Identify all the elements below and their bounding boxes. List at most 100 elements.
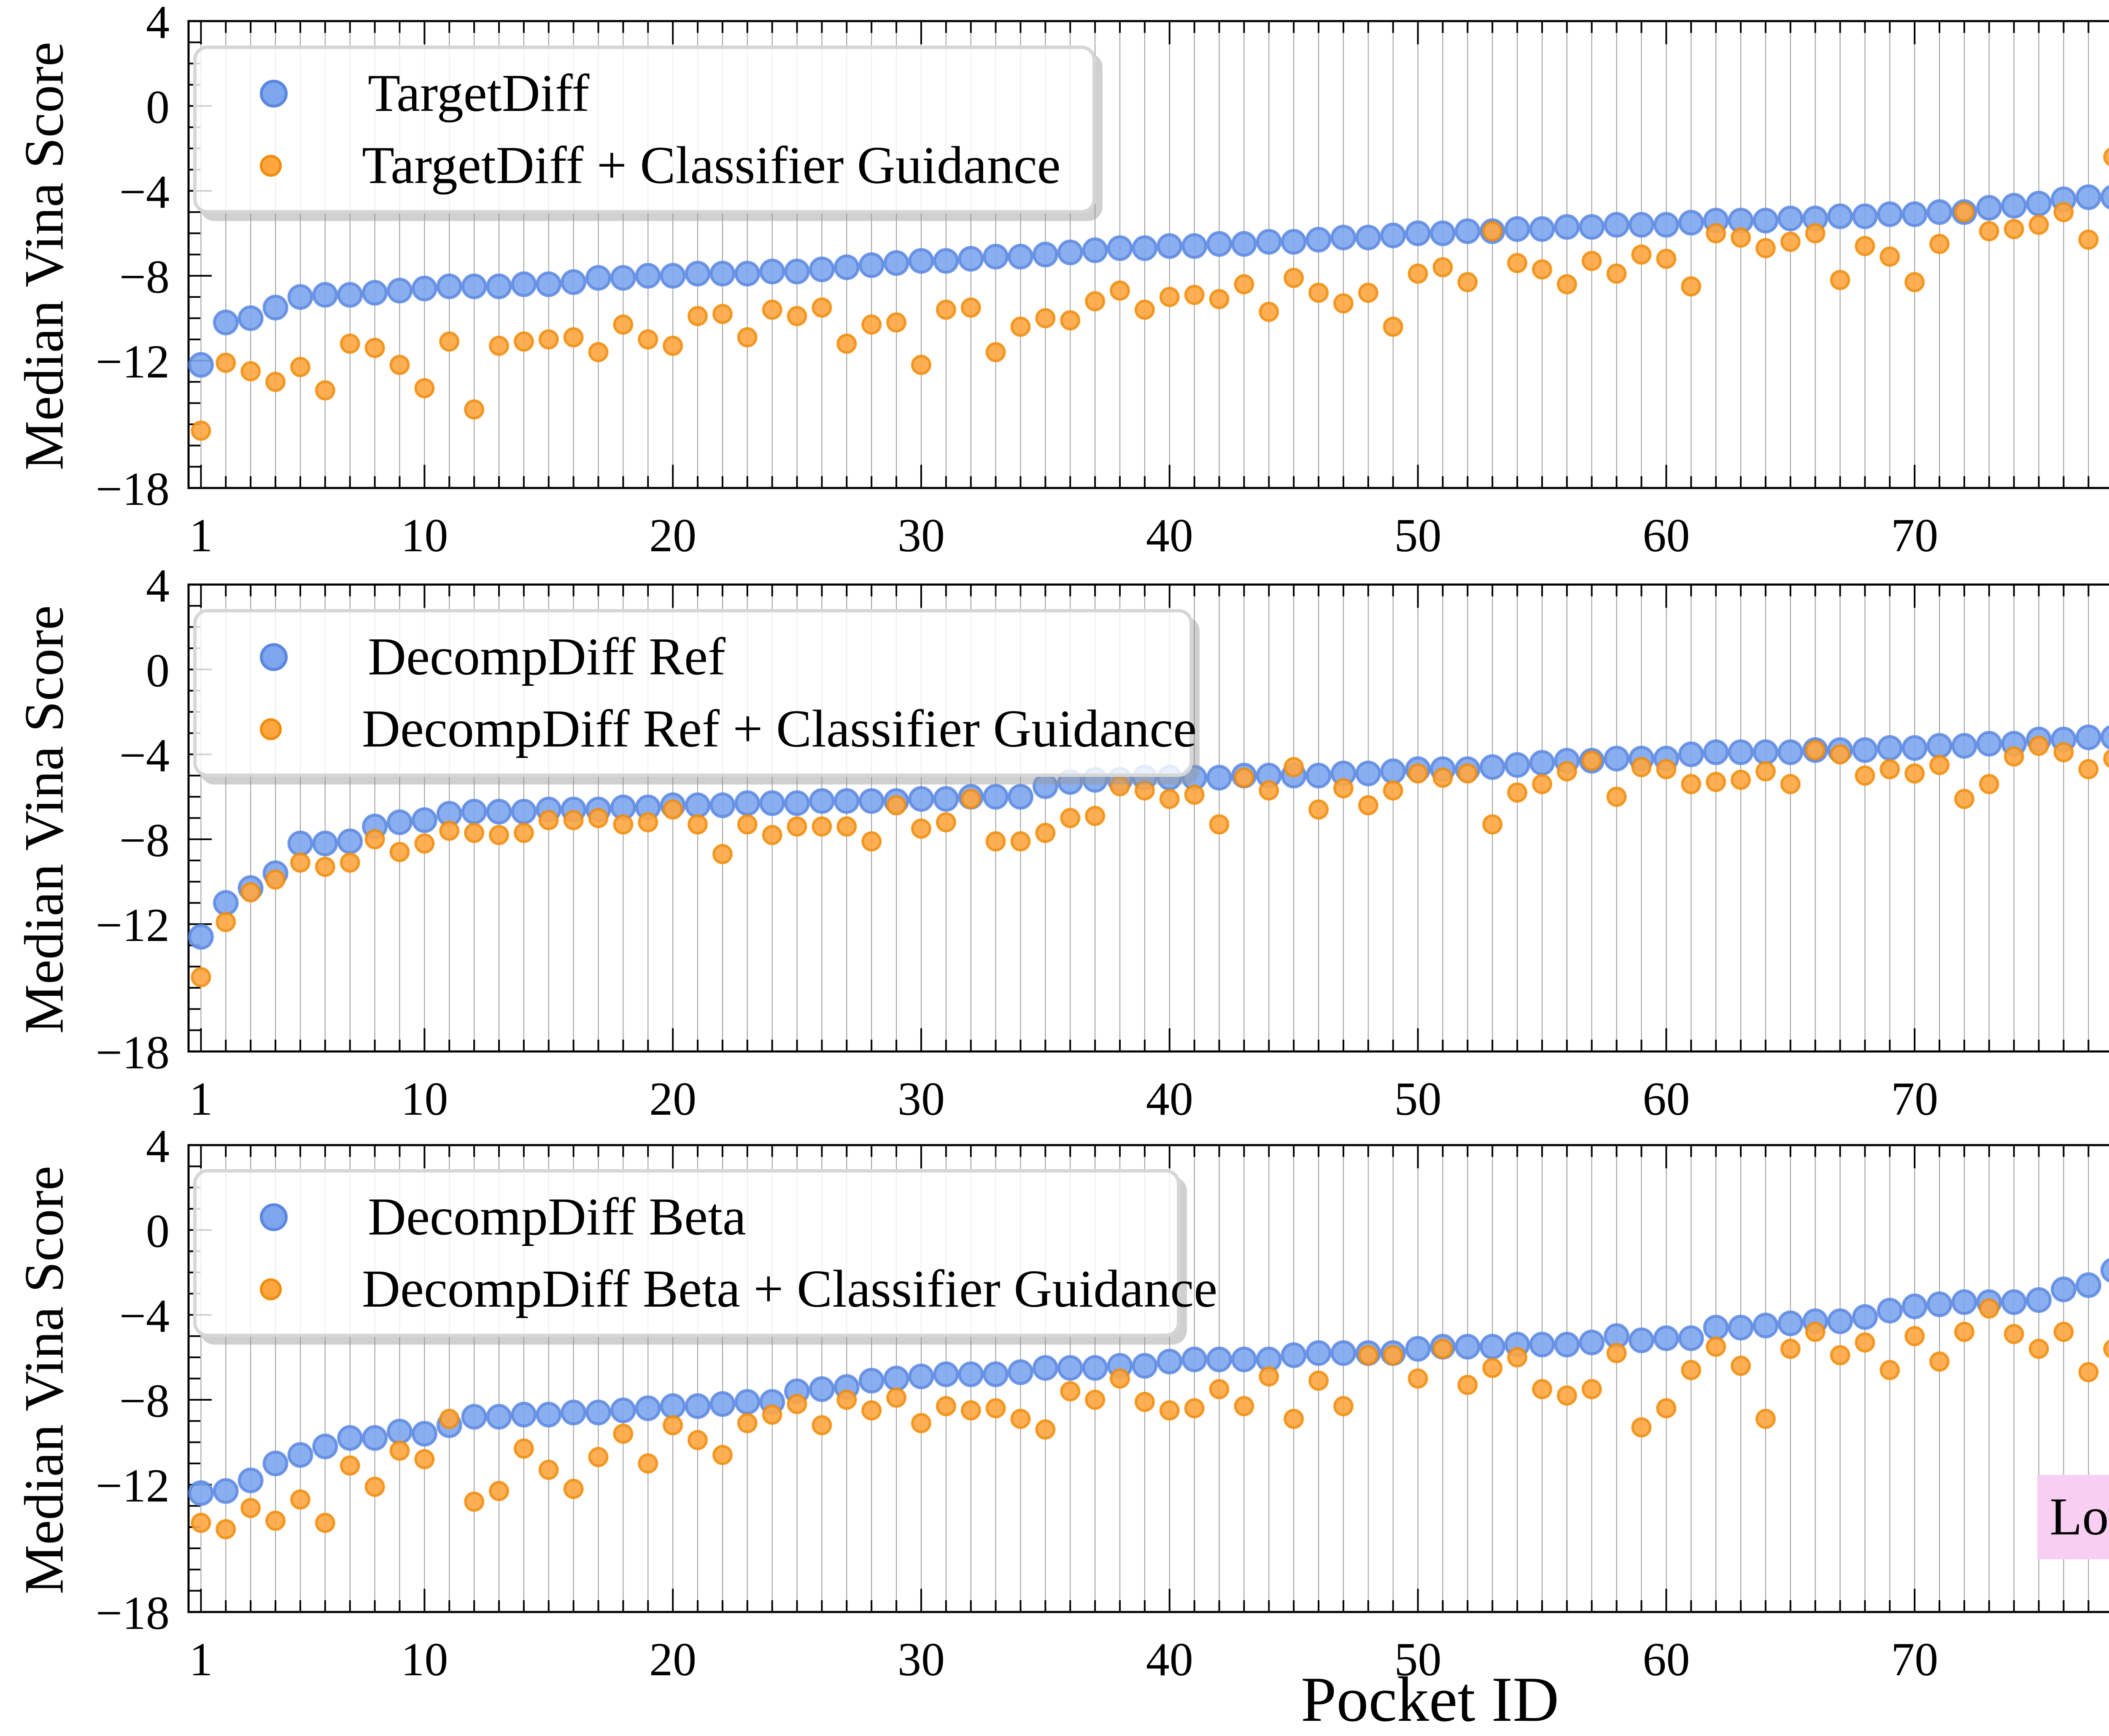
data-point-classifier-guidance: [265, 869, 286, 890]
data-point-classifier-guidance: [563, 810, 584, 830]
data-point-classifier-guidance: [389, 842, 410, 863]
data-point-baseline: [287, 1442, 313, 1468]
legend-row: DecompDiff Ref + Classifier Guidance: [197, 693, 1197, 765]
data-point-baseline: [486, 798, 512, 825]
data-point-classifier-guidance: [489, 825, 509, 845]
data-point-classifier-guidance: [1507, 782, 1528, 803]
data-point-baseline: [858, 788, 885, 814]
data-point-classifier-guidance: [464, 1491, 485, 1512]
data-point-classifier-guidance: [191, 421, 211, 441]
x-tick-label: 50: [1394, 1073, 1442, 1125]
data-point-classifier-guidance: [1681, 1360, 1702, 1380]
data-point-classifier-guidance: [588, 342, 609, 362]
legend-row: DecompDiff Ref: [197, 621, 1189, 693]
data-point-classifier-guidance: [1780, 774, 1801, 794]
data-point-baseline: [1951, 1289, 1977, 1315]
data-point-classifier-guidance: [960, 789, 981, 809]
data-point-classifier-guidance: [1830, 270, 1850, 290]
data-point-baseline: [1653, 1325, 1679, 1351]
data-point-baseline: [585, 1399, 612, 1426]
data-point-classifier-guidance: [712, 304, 733, 324]
data-point-classifier-guidance: [762, 1404, 782, 1425]
data-point-baseline: [2026, 1287, 2052, 1313]
data-point-classifier-guidance: [290, 852, 310, 873]
x-tick-label: 20: [649, 509, 696, 562]
data-point-classifier-guidance: [439, 820, 460, 841]
data-point-classifier-guidance: [2053, 742, 2074, 763]
data-point-baseline: [958, 246, 984, 272]
data-point-classifier-guidance: [1954, 1321, 1974, 1342]
data-point-classifier-guidance: [1284, 1409, 1304, 1429]
data-point-baseline: [237, 305, 264, 331]
data-point-baseline: [486, 1404, 512, 1430]
data-point-baseline: [1206, 765, 1232, 791]
data-point-baseline: [1678, 210, 1704, 236]
data-point-classifier-guidance: [1979, 1298, 1999, 1319]
data-point-baseline: [809, 256, 835, 283]
legend-row: TargetDiff + Classifier Guidance: [197, 129, 1092, 202]
data-point-baseline: [337, 1425, 363, 1451]
data-point-baseline: [1504, 216, 1530, 242]
data-point-baseline: [287, 284, 313, 310]
data-point-baseline: [362, 1425, 388, 1451]
data-point-classifier-guidance: [2053, 1321, 2074, 1342]
data-point-classifier-guidance: [1333, 778, 1354, 799]
data-point-baseline: [1330, 1340, 1357, 1366]
data-point-baseline: [561, 269, 587, 295]
data-point-classifier-guidance: [787, 306, 807, 326]
x-tick-label: 70: [1891, 1073, 1938, 1125]
data-point-baseline: [908, 786, 934, 812]
data-point-classifier-guidance: [1159, 789, 1180, 809]
data-point-baseline: [486, 273, 512, 299]
data-point-baseline: [1305, 1340, 1332, 1366]
data-point-classifier-guidance: [1184, 784, 1205, 805]
data-point-baseline: [511, 798, 537, 825]
data-point-baseline: [1429, 220, 1456, 246]
data-point-classifier-guidance: [936, 299, 956, 320]
data-point-classifier-guidance: [911, 355, 931, 375]
x-tick-label: 50: [1394, 509, 1442, 562]
data-point-classifier-guidance: [240, 882, 261, 903]
data-point-classifier-guidance: [613, 1423, 634, 1444]
data-point-classifier-guidance: [389, 355, 410, 375]
data-point-classifier-guidance: [1085, 806, 1106, 826]
y-tick-label: −4: [119, 1290, 170, 1342]
data-point-baseline: [1852, 1304, 1878, 1330]
data-point-baseline: [1454, 218, 1481, 244]
data-point-classifier-guidance: [340, 852, 360, 873]
data-point-classifier-guidance: [1706, 1337, 1726, 1357]
data-point-baseline: [511, 1402, 537, 1428]
data-point-baseline: [1604, 212, 1630, 238]
data-point-baseline: [858, 1368, 885, 1394]
legend-label-targetdiff: TargetDiff: [368, 64, 590, 123]
data-point-classifier-guidance: [737, 1413, 758, 1434]
data-point-classifier-guidance: [1656, 1398, 1677, 1418]
data-point-classifier-guidance: [191, 967, 211, 987]
data-point-classifier-guidance: [613, 814, 634, 835]
data-point-baseline: [1529, 1332, 1555, 1358]
data-point-classifier-guidance: [960, 1400, 981, 1421]
data-point-classifier-guidance: [1358, 795, 1378, 816]
data-point-classifier-guidance: [1755, 238, 1776, 259]
data-point-baseline: [685, 261, 711, 287]
data-point-baseline: [1926, 199, 1953, 225]
data-point-baseline: [908, 248, 934, 274]
data-point-baseline: [1728, 1315, 1754, 1341]
data-point-classifier-guidance: [1929, 755, 1950, 775]
data-point-classifier-guidance: [688, 1430, 708, 1450]
data-point-classifier-guidance: [836, 1389, 857, 1410]
data-point-classifier-guidance: [936, 1396, 956, 1416]
data-point-classifier-guidance: [1556, 274, 1577, 294]
data-point-baseline: [635, 263, 661, 289]
data-point-classifier-guidance: [1134, 1391, 1155, 1412]
data-point-classifier-guidance: [1830, 1345, 1850, 1366]
data-point-classifier-guidance: [737, 814, 758, 835]
data-point-baseline: [610, 265, 636, 291]
data-point-baseline: [188, 924, 214, 950]
data-point-baseline: [1206, 1346, 1232, 1372]
data-point-classifier-guidance: [688, 306, 708, 326]
data-point-classifier-guidance: [1184, 1398, 1205, 1418]
x-tick-label: 30: [898, 509, 945, 562]
data-point-baseline: [1827, 203, 1853, 229]
data-point-baseline: [312, 1434, 338, 1460]
